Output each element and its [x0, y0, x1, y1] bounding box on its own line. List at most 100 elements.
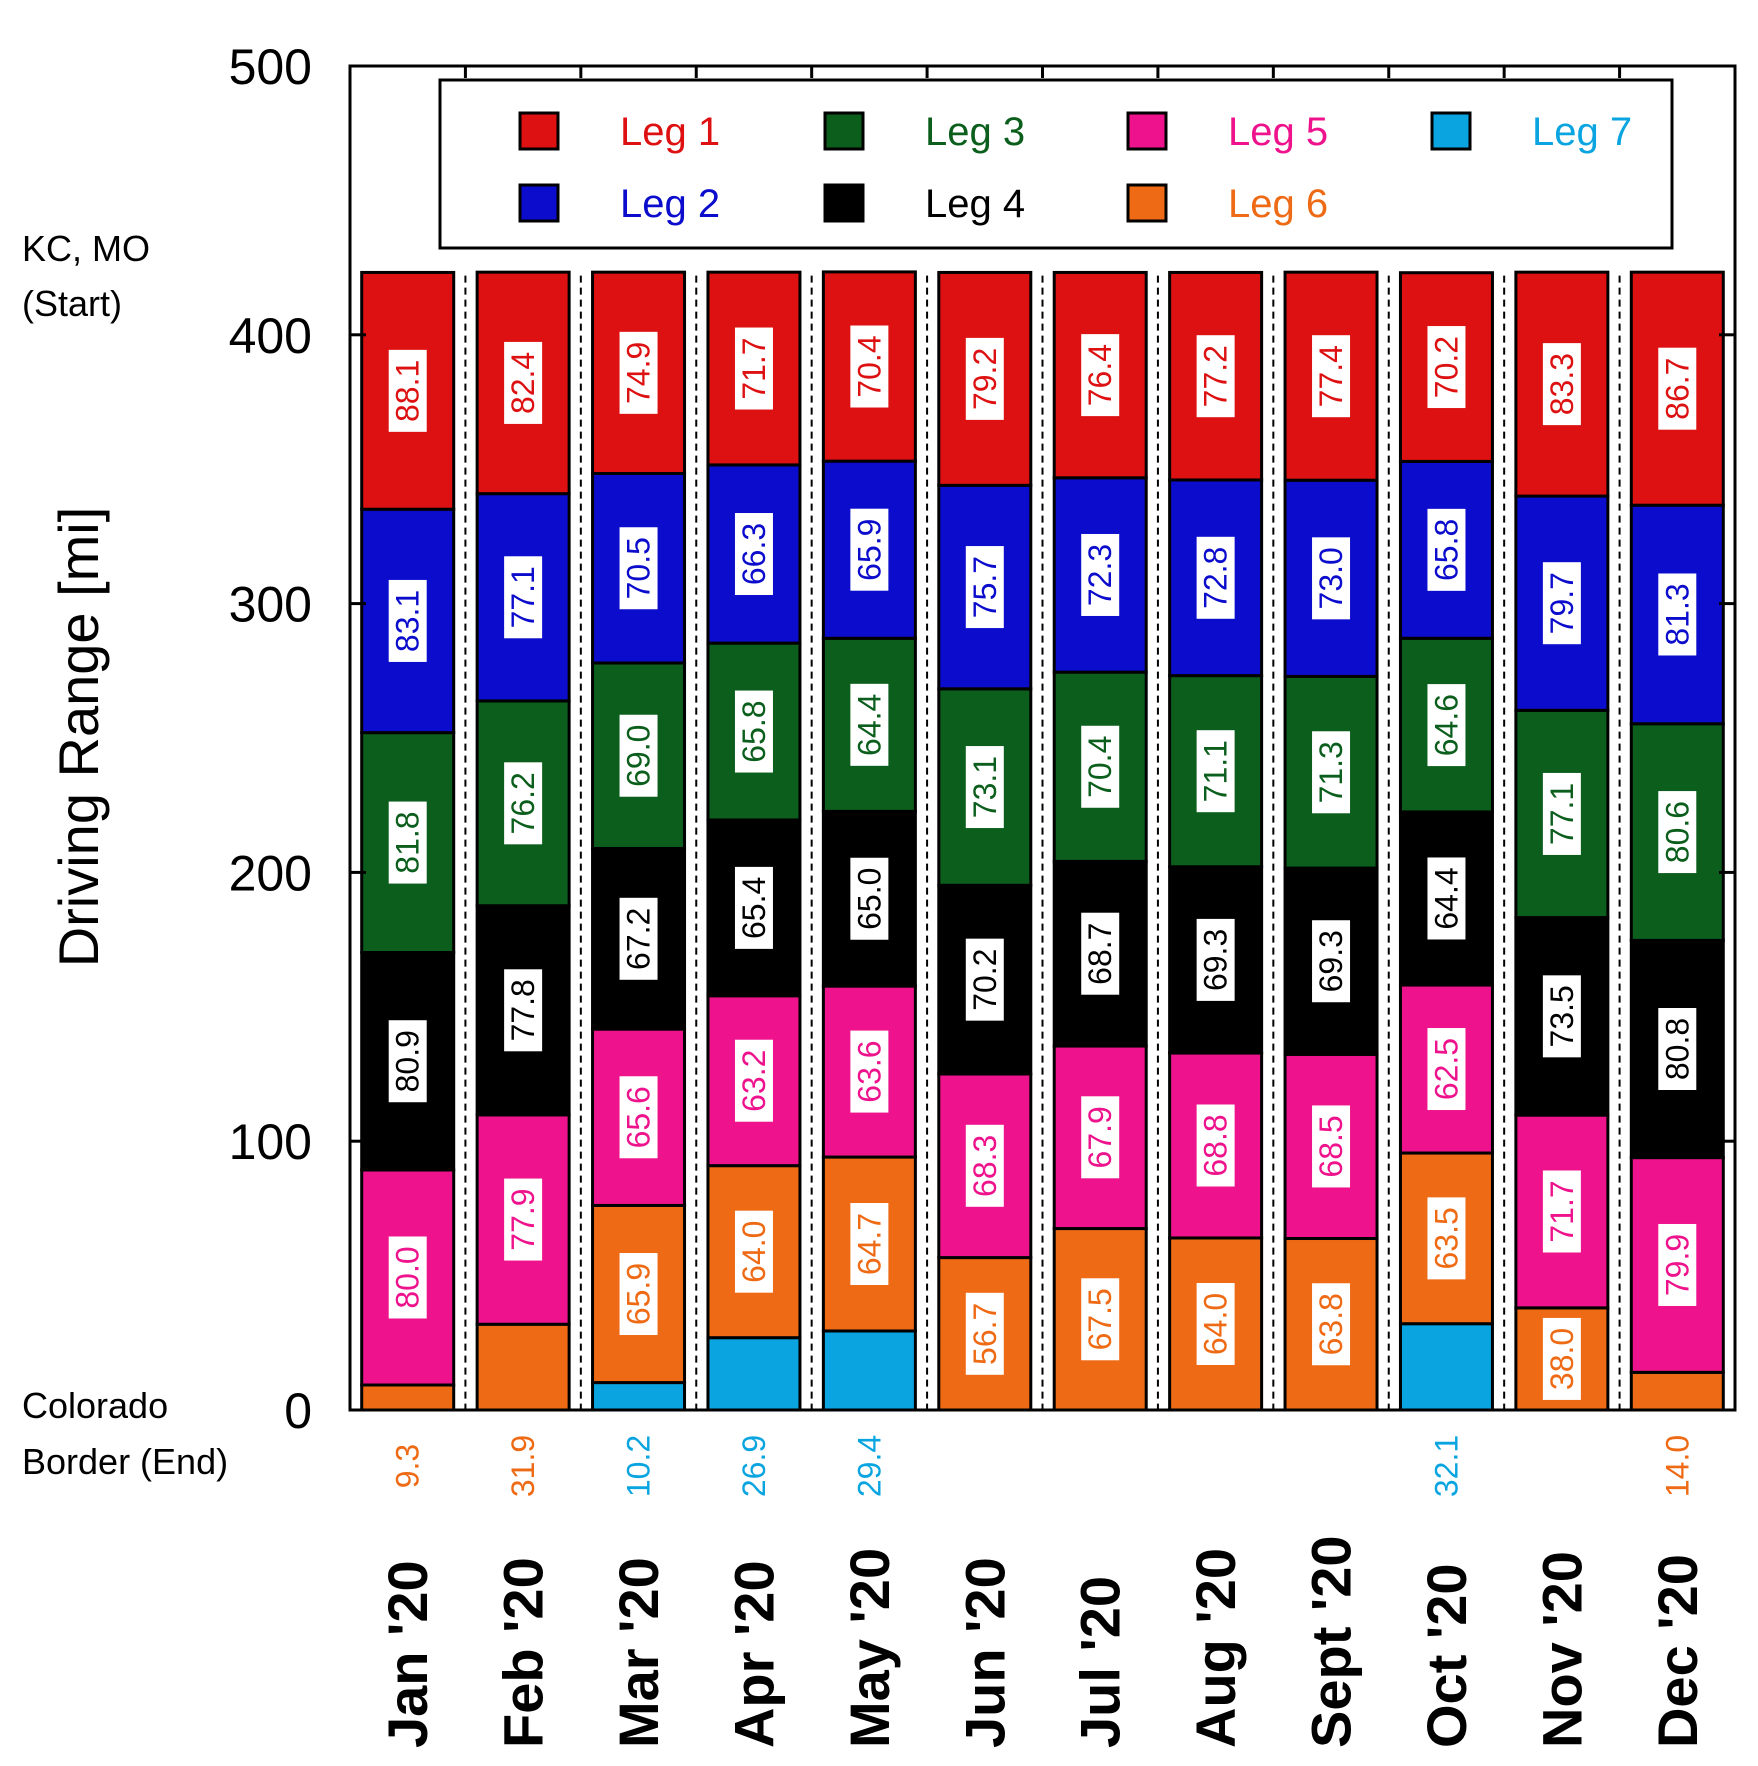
- value-label: 81.3: [1659, 583, 1695, 645]
- value-label: 80.9: [390, 1030, 426, 1092]
- y-axis: 0 100 200 300 400 500 Jan '20 Feb '20 Mar '20 Apr…: [229, 39, 1735, 1748]
- value-label-box: [1081, 1096, 1120, 1179]
- value-label: 64.4: [851, 694, 887, 756]
- legend-swatch: [823, 183, 865, 223]
- value-label: 73.5: [1544, 985, 1580, 1047]
- x-tick-label: Aug '20: [1184, 1548, 1247, 1748]
- x-tick-label: Sept '20: [1300, 1535, 1363, 1748]
- start-label-line2: (Start): [22, 283, 122, 324]
- value-label-box: [1542, 975, 1581, 1058]
- value-label: 65.0: [851, 868, 887, 930]
- value-label: 67.5: [1082, 1288, 1118, 1350]
- bar-segment-leg-4: [1398, 810, 1494, 987]
- legend-swatch: [823, 111, 865, 151]
- value-label: 79.7: [1544, 572, 1580, 634]
- value-label-box: [619, 1076, 658, 1159]
- value-label-box: [1081, 1278, 1120, 1361]
- legend: Leg 1 Leg 2 Leg 3 Leg 4 Leg 5 Leg 6 Leg 7: [438, 78, 1674, 250]
- value-label: 86.7: [1659, 358, 1695, 420]
- value-label-box: [1196, 335, 1235, 418]
- value-label-box: [1312, 537, 1351, 620]
- value-label: 65.9: [851, 519, 887, 581]
- legend-label: Leg 6: [1228, 182, 1328, 226]
- value-label: 74.9: [621, 342, 657, 404]
- value-label-box: [504, 762, 543, 845]
- bar-segment-leg-7: [591, 1381, 687, 1412]
- value-label-box: [1542, 562, 1581, 645]
- x-tick-label: Jun '20: [953, 1557, 1016, 1748]
- value-label: 76.2: [505, 772, 541, 834]
- value-label-box: [1427, 1197, 1466, 1280]
- value-label-box: [388, 801, 427, 884]
- value-label: 66.3: [736, 523, 772, 585]
- legend-label: Leg 3: [925, 110, 1025, 154]
- value-label: 79.2: [967, 348, 1003, 410]
- bar-segment-leg-6: [475, 1322, 571, 1412]
- value-label: 79.9: [1659, 1234, 1695, 1296]
- value-label: 72.8: [1198, 547, 1234, 609]
- y-tick-label: 0: [284, 1383, 312, 1439]
- x-tick-label: Jan '20: [376, 1560, 439, 1748]
- bar-segment-leg-7: [821, 1329, 917, 1412]
- legend-swatch: [1430, 111, 1472, 151]
- value-label-box: [1427, 508, 1466, 591]
- value-label-box: [1081, 334, 1120, 417]
- y-tick-label: 200: [229, 845, 312, 901]
- value-label: 70.4: [851, 335, 887, 397]
- start-label-line1: KC, MO: [22, 228, 150, 269]
- legend-swatch: [1126, 111, 1168, 151]
- legend-swatch: [1126, 183, 1168, 223]
- value-label-box: [850, 325, 889, 408]
- y-axis-title: Driving Range [mi]: [47, 507, 110, 968]
- value-label: 65.8: [1428, 519, 1464, 581]
- value-label-box: [1196, 1282, 1235, 1365]
- value-label-box: [965, 1292, 1004, 1375]
- value-label-box: [1658, 1223, 1697, 1306]
- value-label: 64.7: [851, 1213, 887, 1275]
- value-label-box: [850, 1203, 889, 1286]
- value-label-box: [619, 1253, 658, 1336]
- value-label-box: [1542, 1317, 1581, 1400]
- value-label-box: [1081, 725, 1120, 808]
- value-label-box: [1658, 791, 1697, 874]
- value-label: 65.9: [621, 1263, 657, 1325]
- value-label: 64.0: [736, 1221, 772, 1283]
- value-label-box: [504, 969, 543, 1052]
- value-label-box: [850, 1030, 889, 1113]
- x-tick-label: May '20: [838, 1548, 901, 1748]
- value-label-box: [619, 331, 658, 414]
- value-label: 75.7: [967, 556, 1003, 618]
- value-label-box: [965, 546, 1004, 629]
- value-label-box: [850, 508, 889, 591]
- value-label: 72.3: [1082, 544, 1118, 606]
- y-tick-label: 400: [229, 308, 312, 364]
- value-label-box: [1312, 731, 1351, 814]
- value-label-box: [1427, 684, 1466, 767]
- value-label: 68.8: [1198, 1114, 1234, 1176]
- x-tick-label: Apr '20: [722, 1560, 785, 1748]
- value-label: 68.7: [1082, 923, 1118, 985]
- value-label: 76.4: [1082, 344, 1118, 406]
- value-label: 64.6: [1428, 694, 1464, 756]
- value-label-box: [1312, 1105, 1351, 1188]
- value-label: 63.6: [851, 1040, 887, 1102]
- value-label-box: [619, 527, 658, 610]
- value-label: 77.8: [505, 979, 541, 1041]
- value-label-box: [1427, 326, 1466, 409]
- value-label: 81.8: [390, 811, 426, 873]
- x-tick-label: Mar '20: [607, 1557, 670, 1748]
- value-label: 32.1: [1428, 1435, 1464, 1497]
- value-label: 63.5: [1428, 1207, 1464, 1269]
- value-label: 70.5: [621, 537, 657, 599]
- y-tick-label: 100: [229, 1114, 312, 1170]
- legend-swatch: [518, 111, 560, 151]
- x-tick-label: Oct '20: [1415, 1563, 1478, 1748]
- value-label: 68.5: [1313, 1115, 1349, 1177]
- value-label: 77.1: [1544, 783, 1580, 845]
- value-label-box: [734, 327, 773, 410]
- value-label: 65.4: [736, 877, 772, 939]
- value-label: 83.3: [1544, 353, 1580, 415]
- value-label-box: [734, 1210, 773, 1293]
- value-label-box: [1542, 772, 1581, 855]
- legend-label: Leg 5: [1228, 110, 1328, 154]
